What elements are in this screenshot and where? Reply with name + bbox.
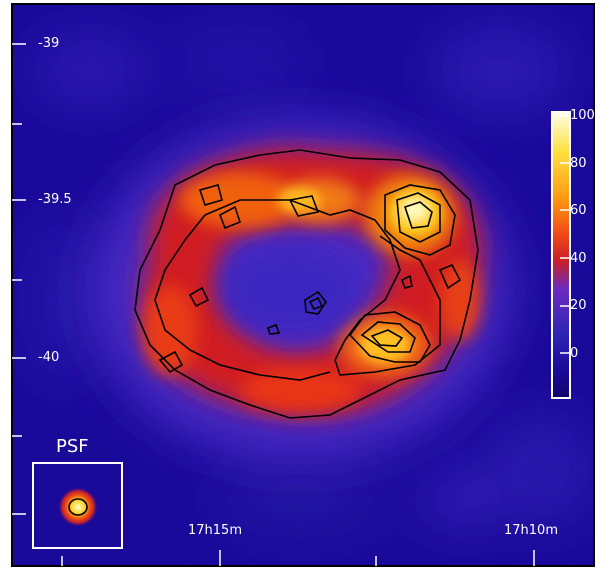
colorbar-tick-label: 20 — [570, 298, 587, 313]
y-tick-label: -39.5 — [38, 192, 72, 207]
y-tick-label: -39 — [38, 36, 60, 51]
psf-label: PSF — [56, 436, 89, 457]
colorbar-tick-label: 100 — [570, 108, 595, 123]
axis-ticks — [12, 43, 535, 566]
colorbar-tick-label: 40 — [570, 251, 587, 266]
map-frame — [11, 3, 595, 567]
colorbar-tick-label: 0 — [570, 346, 579, 361]
colorbar-tick-label: 60 — [570, 203, 587, 218]
intensity-map — [12, 4, 594, 566]
x-tick-label: 17h15m — [188, 523, 242, 538]
x-tick-label: 17h10m — [504, 523, 558, 538]
psf-blob — [58, 487, 98, 527]
colorbar-ticks — [560, 115, 570, 354]
colorbar-tick-label: 80 — [570, 156, 587, 171]
psf-inset — [32, 462, 123, 549]
colorbar — [551, 111, 571, 399]
contour-lines — [134, 149, 479, 419]
y-tick-label: -40 — [38, 350, 60, 365]
